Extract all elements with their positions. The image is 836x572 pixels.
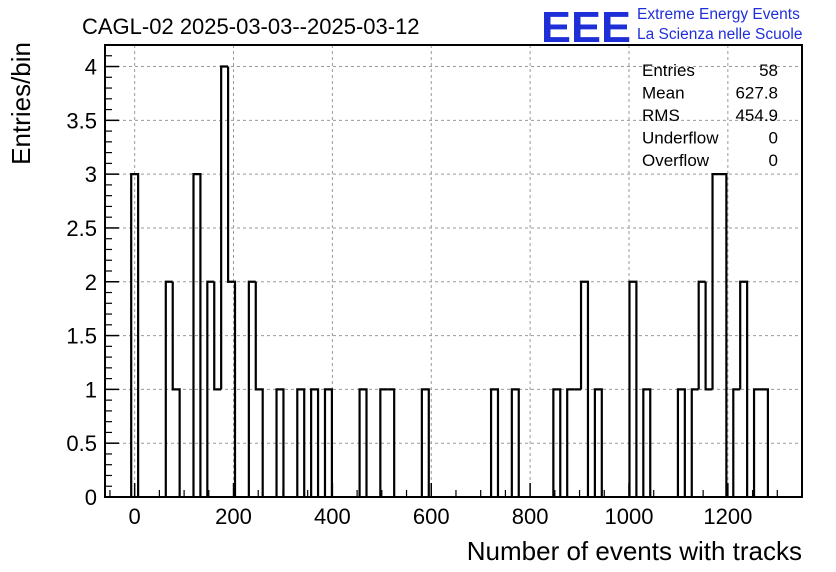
histogram-bin	[719, 173, 728, 497]
histogram-bin	[704, 281, 713, 391]
histogram-bin	[489, 388, 500, 497]
y-tick-label: 3.5	[66, 108, 97, 133]
chart-title: CAGL-02 2025-03-03--2025-03-12	[82, 14, 420, 39]
histogram-bin	[697, 280, 706, 390]
histogram-bin	[579, 280, 590, 497]
histogram-bin	[296, 388, 306, 497]
x-tick-label: 1000	[605, 504, 654, 529]
histogram-bin	[642, 388, 652, 497]
logo-letters: EEE	[541, 3, 631, 52]
histogram-bin	[275, 388, 285, 497]
histogram-bin	[247, 280, 256, 497]
grid	[105, 45, 802, 498]
histogram-bin	[387, 388, 396, 497]
histogram-bin	[732, 388, 741, 497]
plot-frame	[104, 44, 803, 498]
y-tick-label: 0.5	[66, 431, 97, 456]
histogram-bin	[220, 65, 229, 390]
x-tick-label: 0	[129, 504, 141, 529]
histogram-bin	[739, 280, 749, 497]
histogram-bin	[171, 281, 181, 497]
x-tick-label: 400	[314, 504, 351, 529]
stat-label: Overflow	[642, 151, 710, 170]
histogram-bin	[254, 281, 264, 497]
x-axis-title: Number of events with tracks	[467, 536, 802, 566]
x-tick-label: 1200	[703, 504, 752, 529]
histogram-bin	[130, 173, 140, 497]
histogram-bin	[310, 388, 320, 497]
y-tick-label: 0	[85, 485, 97, 510]
histogram-bin	[760, 388, 769, 497]
stat-value: 454.9	[735, 106, 778, 125]
stat-label: RMS	[642, 106, 680, 125]
histogram-bin	[711, 173, 720, 390]
histogram-bin	[552, 388, 562, 497]
y-axis-title: Entries/bin	[6, 42, 36, 165]
stat-value: 58	[759, 61, 778, 80]
x-tick-label: 200	[215, 504, 252, 529]
histogram-bin	[752, 388, 761, 497]
y-tick-label: 2	[85, 270, 97, 295]
stat-value: 0	[769, 129, 778, 148]
axis-ticks	[105, 55, 803, 498]
histogram-bin	[206, 280, 215, 497]
y-tick-label: 1	[85, 377, 97, 402]
histogram-bin	[420, 388, 430, 497]
stat-label: Entries	[642, 61, 695, 80]
tick-labels: 0 200 400 600 800 1000 1200 0 0.5 1 1.5 2 2.5 3 3.5 4	[66, 55, 752, 529]
histogram-bin	[676, 388, 686, 497]
y-tick-label: 1.5	[66, 324, 97, 349]
histogram-bin	[566, 388, 575, 497]
stat-value: 627.8	[735, 84, 778, 103]
logo-line2: La Scienza nelle Scuole	[637, 26, 802, 43]
histogram-bin	[323, 388, 333, 497]
histogram-bin	[226, 66, 237, 497]
histogram-bin	[213, 281, 222, 391]
stat-label: Mean	[642, 84, 685, 103]
histogram-bin	[593, 388, 603, 497]
histogram-bin	[358, 388, 368, 497]
histogram-bins	[130, 65, 769, 497]
histogram-bin	[690, 388, 699, 497]
stats-box: Entries 58 Mean 627.8 RMS 454.9 Underflow 0 Over…	[642, 61, 778, 170]
histogram-bin	[192, 173, 202, 497]
x-tick-label: 800	[512, 504, 549, 529]
histogram-bin	[379, 388, 388, 497]
x-tick-label: 600	[413, 504, 450, 529]
histogram-bin	[628, 280, 638, 497]
stat-value: 0	[769, 151, 778, 170]
y-tick-label: 2.5	[66, 216, 97, 241]
stat-label: Underflow	[642, 129, 719, 148]
eee-logo: EEE Extreme Energy Events La Scienza nel…	[541, 3, 802, 52]
logo-line1: Extreme Energy Events	[637, 6, 800, 23]
histogram-bin	[164, 280, 173, 497]
histogram-bin	[510, 388, 520, 497]
y-tick-label: 4	[85, 55, 97, 80]
y-tick-label: 3	[85, 162, 97, 187]
